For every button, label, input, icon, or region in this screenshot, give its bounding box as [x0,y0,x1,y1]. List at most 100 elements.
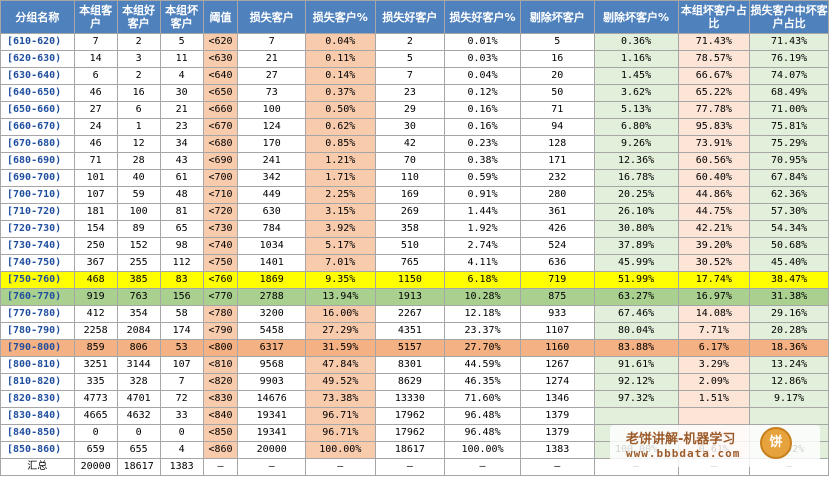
table-cell[interactable]: 152 [116,237,161,255]
table-cell[interactable]: 20000 [73,458,118,476]
table-cell[interactable]: 171 [519,152,595,170]
table-cell[interactable]: 40 [116,169,161,187]
table-cell[interactable]: 6.18% [444,271,521,289]
table-cell[interactable]: <720 [202,203,239,221]
table-cell[interactable]: 0.12% [444,84,521,102]
table-cell[interactable]: 20 [519,67,595,85]
table-cell[interactable]: 61 [159,169,204,187]
table-cell[interactable]: 1346 [519,390,595,408]
table-cell[interactable]: 4665 [73,407,118,425]
table-cell[interactable]: 241 [237,152,306,170]
table-cell[interactable]: 1913 [374,288,446,306]
column-header[interactable]: 本组客户 [73,0,118,34]
table-cell[interactable]: 0 [73,424,118,442]
table-cell[interactable]: 0.36% [593,33,679,51]
table-cell[interactable]: 29 [374,101,446,119]
table-cell[interactable]: 9903 [237,373,306,391]
table-cell[interactable]: 154 [73,220,118,238]
table-cell[interactable]: 1.71% [304,169,376,187]
table-cell[interactable]: 8629 [374,373,446,391]
table-cell[interactable]: 1160 [519,339,595,357]
table-cell[interactable]: 2267 [374,305,446,323]
table-cell[interactable]: 412 [73,305,118,323]
table-cell[interactable]: <690 [202,152,239,170]
table-cell[interactable]: 46.35% [444,373,521,391]
table-cell[interactable]: 65.22% [677,84,751,102]
table-cell[interactable]: 65 [159,220,204,238]
table-cell[interactable]: 4 [159,441,204,459]
table-cell[interactable]: 23 [159,118,204,136]
table-cell[interactable]: 27 [237,67,306,85]
table-cell[interactable]: 21 [237,50,306,68]
group-name-cell[interactable]: [710-720) [0,203,75,221]
table-cell[interactable]: 30.52% [677,254,751,272]
table-cell[interactable]: 28 [116,152,161,170]
table-cell[interactable]: 468 [73,271,118,289]
table-cell[interactable]: 358 [374,220,446,238]
group-name-cell[interactable]: [840-850) [0,424,75,442]
table-cell[interactable]: 100.00% [444,441,521,459]
table-cell[interactable]: 42.21% [677,220,751,238]
table-cell[interactable]: 636 [519,254,595,272]
table-cell[interactable]: 17.74% [677,271,751,289]
table-cell[interactable]: 7 [73,33,118,51]
table-cell[interactable]: 96.71% [304,424,376,442]
table-cell[interactable]: 100 [237,101,306,119]
table-cell[interactable]: 12.18% [444,305,521,323]
table-cell[interactable]: 181 [73,203,118,221]
table-cell[interactable]: 2.09% [677,373,751,391]
table-cell[interactable]: 12.86% [749,373,829,391]
table-cell[interactable] [677,407,751,425]
table-cell[interactable]: 60.56% [677,152,751,170]
table-cell[interactable]: 361 [519,203,595,221]
table-cell[interactable]: 7 [374,67,446,85]
table-cell[interactable]: 12.36% [593,152,679,170]
table-cell[interactable]: 719 [519,271,595,289]
table-cell[interactable]: 83.88% [593,339,679,357]
table-cell[interactable]: 34 [159,135,204,153]
group-name-cell[interactable]: [850-860) [0,441,75,459]
table-cell[interactable]: 75.81% [749,118,829,136]
table-cell[interactable]: 0.23% [444,135,521,153]
table-cell[interactable]: 33 [159,407,204,425]
table-cell[interactable]: 0.11% [304,50,376,68]
table-cell[interactable]: 1.44% [444,203,521,221]
table-cell[interactable]: 2258 [73,322,118,340]
table-cell[interactable]: 66.67% [677,67,751,85]
table-cell[interactable]: 5458 [237,322,306,340]
table-cell[interactable]: 19341 [237,424,306,442]
group-name-cell[interactable]: [700-710) [0,186,75,204]
table-cell[interactable]: 232 [519,169,595,187]
table-cell[interactable]: <620 [202,33,239,51]
table-cell[interactable]: 0 [159,424,204,442]
table-cell[interactable]: 71.60% [444,390,521,408]
group-name-cell[interactable]: [800-810) [0,356,75,374]
table-cell[interactable]: 18617 [116,458,161,476]
group-name-cell[interactable]: [650-660) [0,101,75,119]
table-cell[interactable]: 3.62% [593,84,679,102]
table-cell[interactable]: <810 [202,356,239,374]
table-cell[interactable]: 5 [519,33,595,51]
group-name-cell[interactable]: [790-800) [0,339,75,357]
group-name-cell[interactable]: [670-680) [0,135,75,153]
table-cell[interactable]: 98 [159,237,204,255]
table-cell[interactable]: 156 [159,288,204,306]
table-cell[interactable]: 72 [159,390,204,408]
table-cell[interactable]: <790 [202,322,239,340]
table-cell[interactable]: 48 [159,186,204,204]
table-cell[interactable]: <860 [202,441,239,459]
table-cell[interactable]: 73.38% [304,390,376,408]
table-cell[interactable]: 0.50% [304,101,376,119]
table-cell[interactable]: 71.00% [749,101,829,119]
table-cell[interactable]: 1379 [519,424,595,442]
table-cell[interactable]: 763 [116,288,161,306]
table-cell[interactable]: 100.00% [304,441,376,459]
table-cell[interactable]: 94 [519,118,595,136]
table-cell[interactable]: 630 [237,203,306,221]
table-cell[interactable]: 7 [237,33,306,51]
table-cell[interactable]: 19341 [237,407,306,425]
table-cell[interactable]: 4701 [116,390,161,408]
table-cell[interactable]: 107 [73,186,118,204]
table-cell[interactable]: 78.57% [677,50,751,68]
table-cell[interactable]: <850 [202,424,239,442]
